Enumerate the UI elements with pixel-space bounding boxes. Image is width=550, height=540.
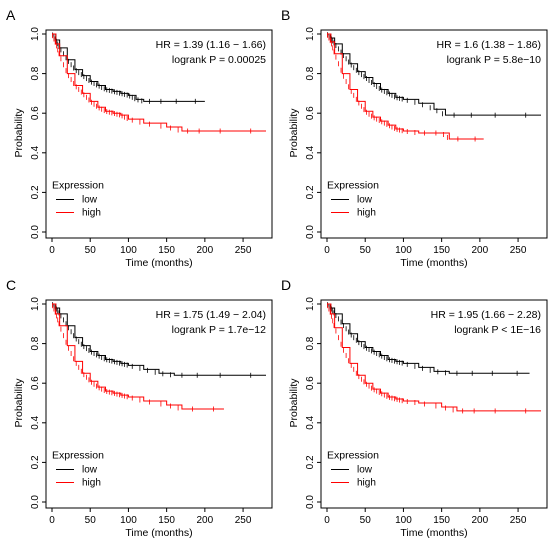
x-tick-label: 100 — [120, 245, 137, 256]
x-axis-title: Time (months) — [125, 527, 192, 539]
x-tick-label: 50 — [360, 515, 372, 526]
x-axis-title: Time (months) — [125, 257, 192, 269]
x-tick-label: 0 — [324, 515, 330, 526]
legend-label-high: high — [82, 207, 101, 218]
y-tick-label: 0.6 — [305, 106, 316, 120]
x-tick-label: 100 — [395, 515, 412, 526]
x-tick-label: 150 — [158, 245, 175, 256]
panel-label: B — [281, 7, 290, 23]
x-axis-title: Time (months) — [400, 257, 467, 269]
chart-svg: D 0.0 0.2 0.4 0.6 0.8 1.0 0 50 100 150 200 250 Time (… — [281, 277, 548, 539]
curve-high — [327, 33, 484, 140]
logrank-text: logrank P = 0.00025 — [172, 54, 266, 66]
chart-svg: C 0.0 0.2 0.4 0.6 0.8 1.0 0 50 100 150 200 250 Time (… — [6, 277, 273, 539]
legend-title: Expression — [327, 179, 379, 191]
x-tick-label: 250 — [235, 245, 252, 256]
plot-frame — [45, 299, 273, 509]
y-tick-label: 0.2 — [30, 455, 41, 469]
chart-svg: B 0.0 0.2 0.4 0.6 0.8 1.0 0 50 100 150 200 250 Time (… — [281, 7, 548, 269]
y-tick-label: 0.8 — [305, 66, 316, 80]
x-axis-title: Time (months) — [400, 527, 467, 539]
chart-panel-d: D 0.0 0.2 0.4 0.6 0.8 1.0 0 50 100 150 200 250 Time (… — [275, 270, 550, 540]
y-axis-title: Probability — [288, 378, 300, 428]
legend-label-low: low — [82, 464, 98, 475]
y-tick-label: 1.0 — [30, 297, 41, 311]
y-axis-title: Probability — [288, 108, 300, 158]
panel-label: A — [6, 7, 16, 23]
curve-high — [52, 33, 266, 132]
y-tick-label: 0.8 — [30, 336, 41, 350]
panel-label: D — [281, 277, 291, 293]
x-tick-label: 50 — [360, 245, 372, 256]
y-tick-label: 0.2 — [30, 185, 41, 199]
y-tick-label: 1.0 — [30, 27, 41, 41]
logrank-text: logrank P = 1.7e−12 — [172, 324, 267, 336]
y-tick-label: 0.6 — [305, 376, 316, 390]
curve-low — [327, 303, 530, 374]
legend-title: Expression — [52, 179, 104, 191]
y-axis-title: Probability — [13, 378, 25, 428]
plot-frame — [45, 29, 273, 239]
x-tick-label: 150 — [433, 245, 450, 256]
y-tick-label: 0.6 — [30, 376, 41, 390]
y-tick-label: 1.0 — [305, 297, 316, 311]
legend-label-high: high — [357, 477, 376, 488]
x-tick-label: 0 — [49, 245, 55, 256]
curve-high — [327, 303, 541, 412]
legend-label-low: low — [357, 194, 373, 205]
x-tick-label: 150 — [433, 515, 450, 526]
panel-label: C — [6, 277, 16, 293]
x-tick-label: 250 — [510, 515, 527, 526]
chart-panel-c: C 0.0 0.2 0.4 0.6 0.8 1.0 0 50 100 150 200 250 Time (… — [0, 270, 275, 540]
y-tick-label: 0.4 — [305, 145, 316, 159]
legend-label-low: low — [357, 464, 373, 475]
hr-text: HR = 1.6 (1.38 − 1.86) — [437, 39, 541, 51]
legend-label-high: high — [82, 477, 101, 488]
x-tick-label: 250 — [510, 245, 527, 256]
y-tick-label: 0.4 — [305, 415, 316, 429]
y-tick-label: 0.8 — [30, 66, 41, 80]
x-tick-label: 100 — [120, 515, 137, 526]
x-tick-label: 50 — [85, 515, 97, 526]
y-tick-label: 0.0 — [305, 225, 316, 239]
legend-title: Expression — [327, 449, 379, 461]
x-tick-label: 0 — [49, 515, 55, 526]
x-tick-label: 200 — [197, 515, 214, 526]
y-tick-label: 0.6 — [30, 106, 41, 120]
legend-label-high: high — [357, 207, 376, 218]
chart-panel-a: A 0.0 0.2 0.4 0.6 0.8 1.0 0 50 100 150 200 250 Time (… — [0, 0, 275, 270]
plot-frame — [320, 299, 548, 509]
x-tick-label: 0 — [324, 245, 330, 256]
plot-frame — [320, 29, 548, 239]
curve-low — [52, 303, 266, 376]
legend-title: Expression — [52, 449, 104, 461]
hr-text: HR = 1.95 (1.66 − 2.28) — [431, 309, 541, 321]
logrank-text: logrank P = 5.8e−10 — [447, 54, 542, 66]
y-tick-label: 0.0 — [30, 225, 41, 239]
hr-text: HR = 1.39 (1.16 − 1.66) — [156, 39, 266, 51]
y-tick-label: 0.2 — [305, 455, 316, 469]
x-tick-label: 150 — [158, 515, 175, 526]
y-axis-title: Probability — [13, 108, 25, 158]
y-tick-label: 0.4 — [30, 145, 41, 159]
hr-text: HR = 1.75 (1.49 − 2.04) — [156, 309, 266, 321]
x-tick-label: 200 — [472, 515, 489, 526]
x-tick-label: 250 — [235, 515, 252, 526]
curve-low — [327, 33, 541, 116]
y-tick-label: 1.0 — [305, 27, 316, 41]
legend-label-low: low — [82, 194, 98, 205]
x-tick-label: 50 — [85, 245, 97, 256]
x-tick-label: 200 — [472, 245, 489, 256]
y-tick-label: 0.8 — [305, 336, 316, 350]
logrank-text: logrank P < 1E−16 — [454, 324, 541, 336]
x-tick-label: 100 — [395, 245, 412, 256]
y-tick-label: 0.4 — [30, 415, 41, 429]
curve-low — [52, 33, 205, 102]
y-tick-label: 0.2 — [305, 185, 316, 199]
x-tick-label: 200 — [197, 245, 214, 256]
y-tick-label: 0.0 — [305, 495, 316, 509]
chart-svg: A 0.0 0.2 0.4 0.6 0.8 1.0 0 50 100 150 200 250 Time (… — [6, 7, 273, 269]
chart-panel-b: B 0.0 0.2 0.4 0.6 0.8 1.0 0 50 100 150 200 250 Time (… — [275, 0, 550, 270]
y-tick-label: 0.0 — [30, 495, 41, 509]
